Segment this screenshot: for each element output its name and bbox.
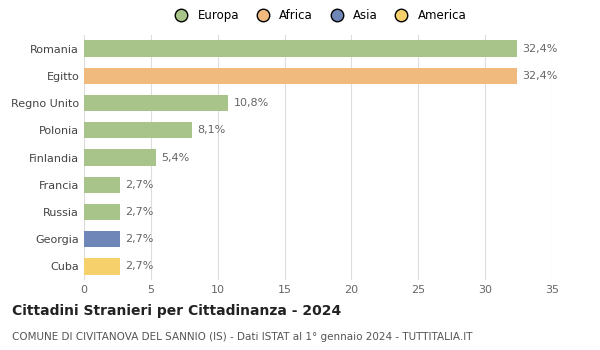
Bar xyxy=(84,258,120,274)
Bar xyxy=(84,204,120,220)
Text: 32,4%: 32,4% xyxy=(523,71,558,81)
Bar xyxy=(84,95,229,111)
Text: 2,7%: 2,7% xyxy=(125,234,154,244)
Text: 5,4%: 5,4% xyxy=(161,153,190,162)
Text: COMUNE DI CIVITANOVA DEL SANNIO (IS) - Dati ISTAT al 1° gennaio 2024 - TUTTITALI: COMUNE DI CIVITANOVA DEL SANNIO (IS) - D… xyxy=(12,332,473,343)
Bar xyxy=(84,231,120,247)
Text: 32,4%: 32,4% xyxy=(523,44,558,54)
Text: 8,1%: 8,1% xyxy=(197,125,226,135)
Bar xyxy=(84,68,517,84)
Bar xyxy=(84,176,120,193)
Bar xyxy=(84,149,156,166)
Text: Cittadini Stranieri per Cittadinanza - 2024: Cittadini Stranieri per Cittadinanza - 2… xyxy=(12,304,341,318)
Bar xyxy=(84,41,517,57)
Text: 2,7%: 2,7% xyxy=(125,207,154,217)
Legend: Europa, Africa, Asia, America: Europa, Africa, Asia, America xyxy=(167,7,469,24)
Text: 10,8%: 10,8% xyxy=(234,98,269,108)
Text: 2,7%: 2,7% xyxy=(125,261,154,271)
Text: 2,7%: 2,7% xyxy=(125,180,154,190)
Bar xyxy=(84,122,193,139)
